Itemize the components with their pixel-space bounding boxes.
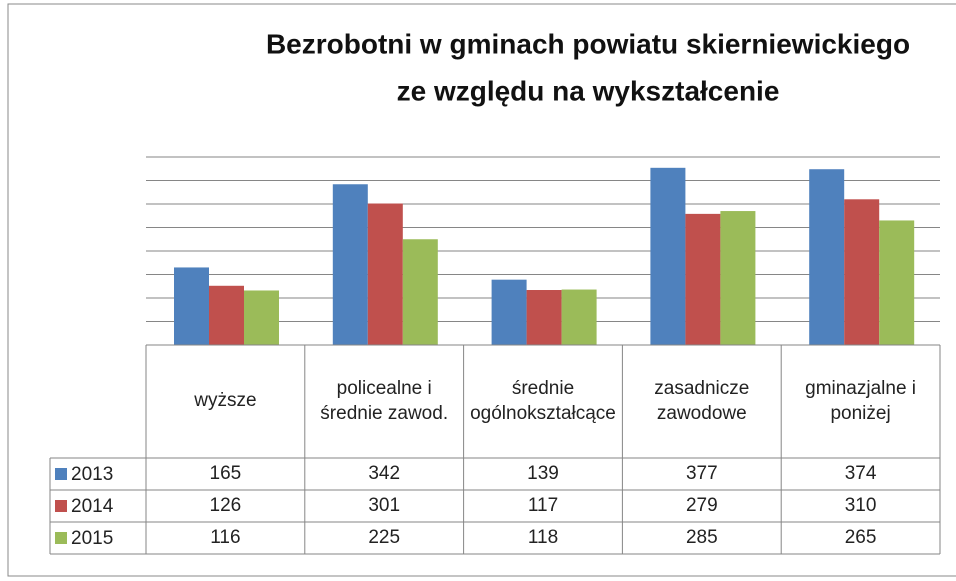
table-value: 225 [368, 526, 401, 548]
legend-label: 2014 [71, 496, 114, 517]
table-value: 285 [685, 526, 718, 548]
table-value: 377 [685, 462, 718, 484]
category-label: gminazjalne i poniżej [805, 377, 917, 424]
table-value: 139 [527, 462, 559, 484]
table-value: 117 [527, 494, 559, 516]
table-value: 342 [368, 462, 401, 484]
table-value: 116 [210, 526, 241, 548]
bar [491, 279, 527, 345]
table-value: 265 [844, 526, 877, 548]
category-label: wyższe [194, 390, 257, 412]
bar [685, 213, 721, 345]
category-label: zasadnicze zawodowe [654, 377, 750, 424]
bar [720, 211, 756, 345]
bar [844, 199, 880, 345]
category-label: średnie ogólnokształcące [470, 377, 616, 424]
bar [174, 267, 209, 345]
bar [244, 290, 279, 345]
table-value: 118 [527, 526, 559, 548]
table-value: 279 [685, 494, 718, 516]
chart-title: Bezrobotni w gminach powiatu skierniewic… [266, 28, 910, 59]
table-value: 301 [368, 494, 401, 516]
table-value: 310 [844, 494, 877, 516]
bar [561, 289, 597, 345]
table-value: 126 [209, 494, 242, 516]
chart-frame [7, 3, 956, 577]
legend-label: 2013 [71, 464, 113, 485]
table-value: 165 [209, 462, 242, 484]
legend-label: 2015 [71, 528, 113, 549]
chart-title: ze względu na wykształcenie [397, 75, 780, 106]
bar [332, 184, 368, 345]
legend-key [55, 468, 67, 480]
bar [367, 203, 403, 345]
table-value: 374 [844, 462, 877, 484]
bar [526, 290, 562, 345]
bar [209, 285, 244, 345]
bar [809, 169, 845, 345]
bar [402, 239, 438, 345]
bar [879, 220, 915, 345]
legend-key [55, 500, 67, 512]
bar [650, 167, 686, 345]
category-label: policealne i średnie zawod. [320, 377, 449, 424]
legend-key [55, 532, 67, 544]
